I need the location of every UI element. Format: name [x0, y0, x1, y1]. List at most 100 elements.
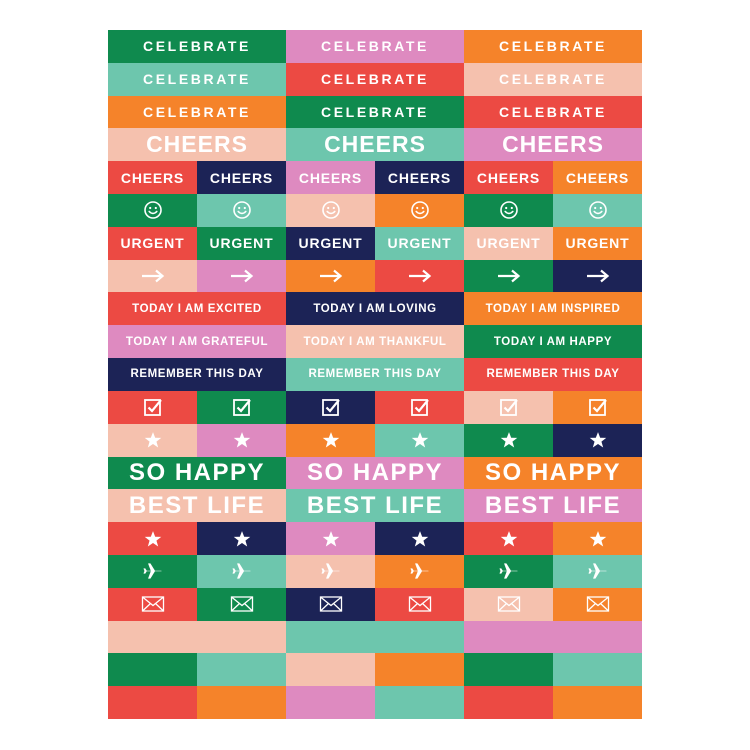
sticker-airplane: [197, 554, 286, 588]
blank-sticker: [464, 686, 553, 719]
arrow-right-icon: [497, 269, 521, 283]
sticker-airplane: [108, 554, 197, 588]
sticker-label: CELEBRATE: [108, 95, 286, 129]
blank-sticker: [286, 653, 375, 687]
sticker-label: CHEERS: [108, 161, 197, 195]
sticker-label: CELEBRATE: [108, 62, 286, 96]
sticker-star: [197, 423, 286, 457]
sticker-label: URGENT: [553, 226, 642, 260]
sticker-label: TODAY I AM LOVING: [286, 292, 464, 326]
star-icon: [589, 431, 607, 449]
sticker-star: [375, 522, 464, 555]
sticker-label: TODAY I AM GRATEFUL: [108, 325, 286, 359]
star-icon: [233, 431, 251, 449]
blank-sticker: [464, 620, 642, 654]
sticker-star: [197, 522, 286, 555]
sticker-star: [108, 522, 197, 555]
blank-sticker: [197, 686, 286, 719]
sticker-label: SO HAPPY: [108, 456, 286, 490]
sticker-checkbox: [108, 390, 197, 424]
sticker-label: CELEBRATE: [286, 62, 464, 96]
blank-sticker: [197, 653, 286, 687]
sticker-envelope: [464, 587, 553, 621]
sticker-label: CELEBRATE: [464, 30, 642, 63]
sticker-checkbox: [375, 390, 464, 424]
sticker-star: [286, 522, 375, 555]
sticker-arrow-right: [553, 259, 642, 293]
checkbox-icon: [410, 397, 430, 417]
sticker-label: URGENT: [108, 226, 197, 260]
sticker-label: CHEERS: [553, 161, 642, 195]
blank-sticker: [375, 686, 464, 719]
sticker-smiley: [286, 194, 375, 227]
star-icon: [411, 431, 429, 449]
sticker-star: [464, 423, 553, 457]
sticker-label: CHEERS: [286, 161, 375, 195]
sticker-star: [286, 423, 375, 457]
checkbox-icon: [588, 397, 608, 417]
arrow-right-icon: [141, 269, 165, 283]
blank-sticker: [375, 653, 464, 687]
sticker-envelope: [286, 587, 375, 621]
checkbox-icon: [499, 397, 519, 417]
checkbox-icon: [232, 397, 252, 417]
star-icon: [322, 431, 340, 449]
sticker-envelope: [108, 587, 197, 621]
sticker-star: [108, 423, 197, 457]
star-icon: [144, 431, 162, 449]
arrow-right-icon: [586, 269, 610, 283]
airplane-icon: [320, 560, 342, 582]
envelope-icon: [408, 595, 432, 613]
sticker-label: URGENT: [464, 226, 553, 260]
sticker-arrow-right: [375, 259, 464, 293]
sticker-airplane: [553, 554, 642, 588]
smiley-icon: [321, 200, 341, 220]
star-icon: [322, 530, 340, 548]
arrow-right-icon: [319, 269, 343, 283]
sticker-label: REMEMBER THIS DAY: [108, 358, 286, 391]
sticker-smiley: [108, 194, 197, 227]
blank-sticker: [108, 620, 286, 654]
sticker-label: REMEMBER THIS DAY: [464, 358, 642, 391]
arrow-right-icon: [230, 269, 254, 283]
sticker-label: TODAY I AM INSPIRED: [464, 292, 642, 326]
blank-sticker: [108, 653, 197, 687]
sticker-sheet: CELEBRATE CELEBRATE CELEBRATE CELEBRATE CELE…: [108, 30, 642, 719]
sticker-airplane: [375, 554, 464, 588]
sticker-label: CELEBRATE: [464, 95, 642, 129]
sticker-label: CELEBRATE: [286, 95, 464, 129]
sticker-label: CELEBRATE: [464, 62, 642, 96]
blank-sticker: [108, 686, 197, 719]
star-icon: [233, 530, 251, 548]
sticker-label: TODAY I AM EXCITED: [108, 292, 286, 326]
airplane-icon: [587, 560, 609, 582]
sticker-envelope: [553, 587, 642, 621]
sticker-smiley: [375, 194, 464, 227]
sticker-label: URGENT: [286, 226, 375, 260]
arrow-right-icon: [408, 269, 432, 283]
smiley-icon: [143, 200, 163, 220]
sticker-airplane: [286, 554, 375, 588]
sticker-label: CHEERS: [375, 161, 464, 195]
star-icon: [500, 431, 518, 449]
sticker-label: CELEBRATE: [286, 30, 464, 63]
blank-sticker: [286, 620, 464, 654]
star-icon: [144, 530, 162, 548]
sticker-star: [375, 423, 464, 457]
airplane-icon: [409, 560, 431, 582]
sticker-smiley: [464, 194, 553, 227]
smiley-icon: [232, 200, 252, 220]
star-icon: [589, 530, 607, 548]
smiley-icon: [588, 200, 608, 220]
airplane-icon: [231, 560, 253, 582]
smiley-icon: [410, 200, 430, 220]
sticker-label: CHEERS: [108, 128, 286, 162]
envelope-icon: [141, 595, 165, 613]
sticker-arrow-right: [464, 259, 553, 293]
sticker-arrow-right: [197, 259, 286, 293]
blank-sticker: [553, 653, 642, 687]
blank-sticker: [464, 653, 553, 687]
sticker-checkbox: [286, 390, 375, 424]
sticker-label: BEST LIFE: [464, 489, 642, 523]
sticker-label: URGENT: [197, 226, 286, 260]
